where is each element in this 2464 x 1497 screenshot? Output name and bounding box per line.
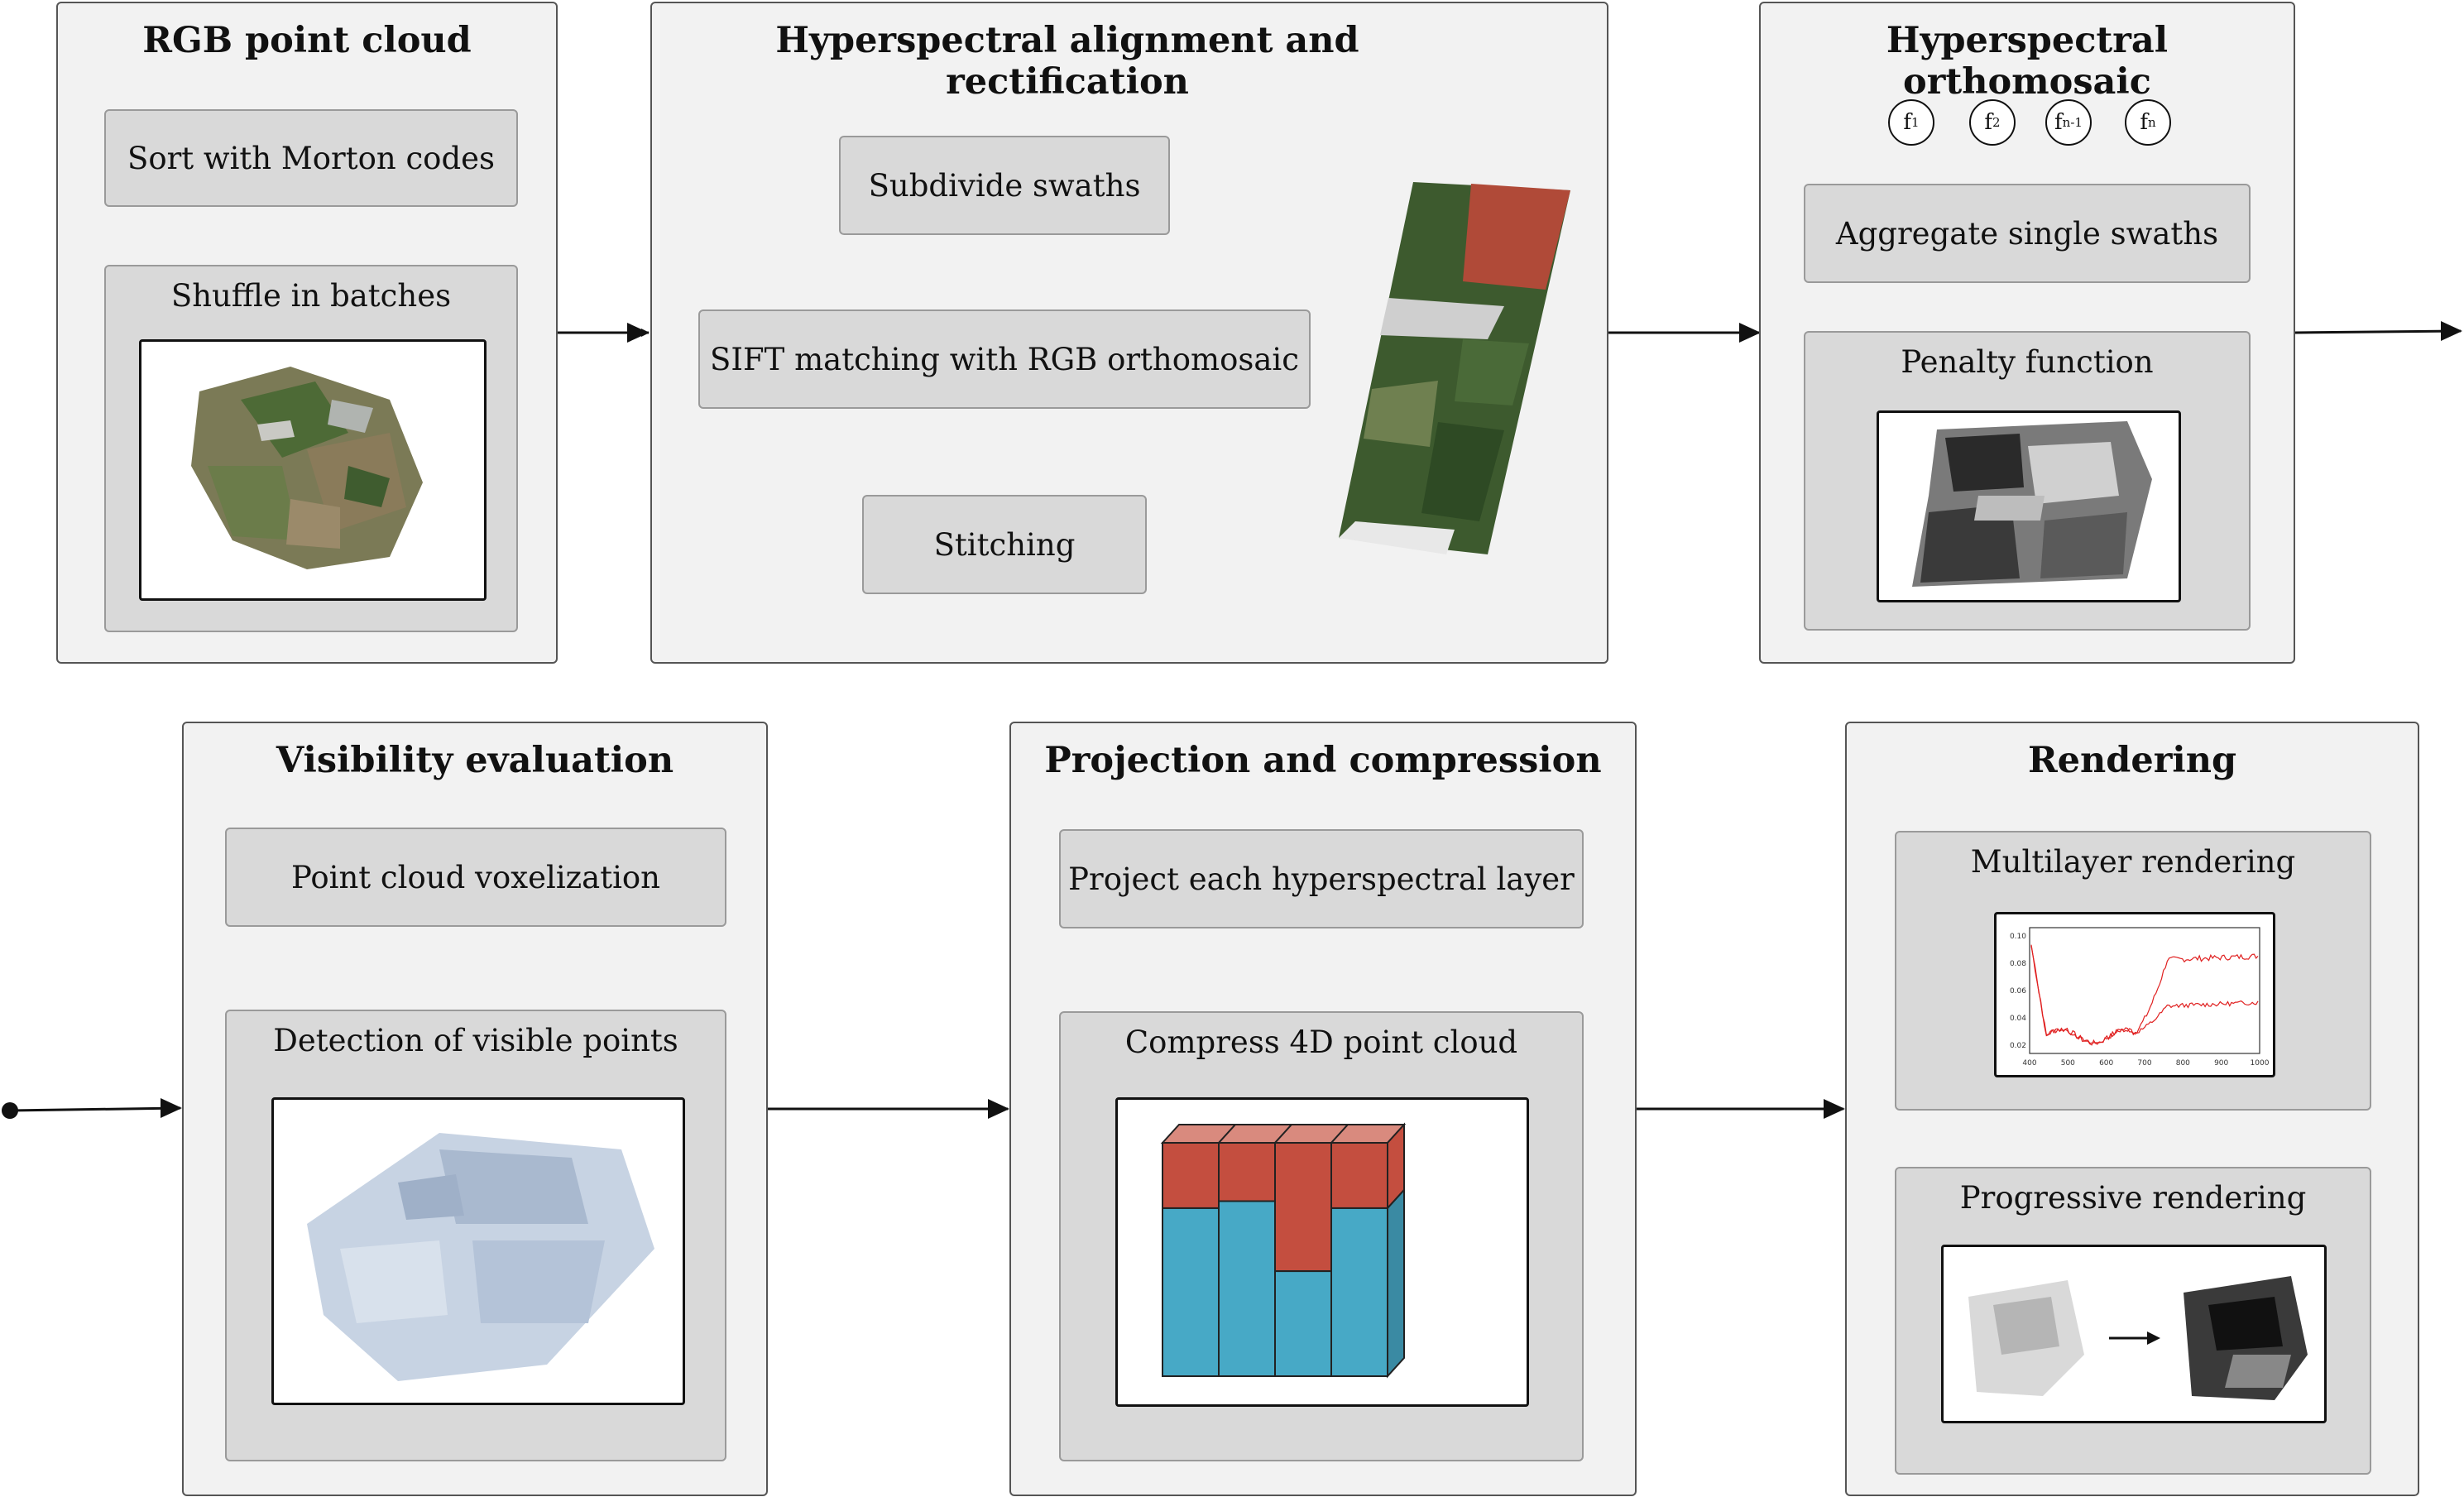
spectrum-line xyxy=(2030,945,2259,1046)
plot-frame xyxy=(2029,927,2260,1054)
spectral-plot: 400 500 600 700 800 900 1000 0.10 0.08 0.06 0.04 0.… xyxy=(2010,927,2270,1068)
step-multilayer-rendering: Multilayer rendering 400 500 600 700 800 900 1… xyxy=(1895,831,2371,1111)
compression-thumbnail xyxy=(1115,1097,1529,1407)
arrow-in-visibility xyxy=(9,1106,181,1112)
panel-title: Hyperspectral alignment and rectificatio… xyxy=(775,20,1359,103)
step-progressive-rendering: Progressive rendering xyxy=(1895,1167,2371,1475)
step-point-cloud-voxelization: Point cloud voxelization xyxy=(225,828,726,927)
bar-bottom-segment xyxy=(1274,1270,1332,1378)
step-subdivide-swaths: Subdivide swaths xyxy=(839,136,1170,235)
step-compress-4d: Compress 4D point cloud xyxy=(1059,1011,1584,1461)
node-base: f xyxy=(1903,110,1912,135)
x-tick-label: 900 xyxy=(2214,1059,2228,1068)
panel-rgb-point-cloud: RGB point cloud Sort with Morton codes S… xyxy=(56,2,558,664)
spectrum-line xyxy=(2030,944,2259,1044)
bar-bottom-segment xyxy=(1330,1207,1388,1377)
x-tick-label: 1000 xyxy=(2251,1059,2270,1068)
y-tick-label: 0.06 xyxy=(2010,987,2026,996)
step-detection-visible-points: Detection of visible points xyxy=(225,1010,726,1461)
step-penalty-function: Penalty function xyxy=(1804,331,2251,631)
node-sub: n-1 xyxy=(2062,115,2083,130)
x-tick-label: 400 xyxy=(2022,1059,2036,1068)
progressive-render-image xyxy=(1968,1276,2308,1400)
arrow-ortho-out xyxy=(2294,329,2462,334)
step-label: Penalty function xyxy=(1901,344,2154,380)
node-sub: n xyxy=(2147,115,2156,130)
panel-projection-compression: Projection and compression Project each … xyxy=(1009,722,1637,1496)
rgb-point-cloud-thumbnail xyxy=(139,339,487,601)
hyperspectral-swath-image xyxy=(1339,182,1570,554)
step-sort-morton: Sort with Morton codes xyxy=(104,109,518,207)
panel-hyperspectral-alignment: Hyperspectral alignment and rectificatio… xyxy=(650,2,1608,664)
arrowhead xyxy=(161,1098,182,1118)
panel-title: Hyperspectral orthomosaic xyxy=(1886,20,2169,103)
voxel-point-cloud-image xyxy=(307,1133,654,1381)
step-label: Shuffle in batches xyxy=(170,278,452,314)
node-base: f xyxy=(2140,110,2148,135)
y-tick-label: 0.04 xyxy=(2010,1015,2026,1023)
panel-title: Rendering xyxy=(2027,740,2237,781)
rgb-pointcloud-image xyxy=(191,367,423,569)
bar-top-segment xyxy=(1330,1142,1388,1209)
compression-bars-graphic xyxy=(1160,1122,1407,1379)
step-project-layers: Project each hyperspectral layer xyxy=(1059,829,1584,928)
step-label: Compress 4D point cloud xyxy=(1124,1024,1518,1060)
x-tick-label: 800 xyxy=(2176,1059,2190,1068)
bar-top-segment xyxy=(1274,1142,1332,1273)
step-shuffle-batches: Shuffle in batches xyxy=(104,265,518,632)
node-sub: 1 xyxy=(1911,115,1920,130)
step-label: Multilayer rendering xyxy=(1970,844,2296,880)
bar-bottom-segment xyxy=(1218,1200,1276,1377)
spectral-plot-thumbnail: 400 500 600 700 800 900 1000 0.10 0.08 0.06 0.04 0.… xyxy=(1994,912,2275,1077)
step-label: Progressive rendering xyxy=(1959,1180,2307,1216)
node-base: f xyxy=(1984,110,1993,135)
x-tick-label: 500 xyxy=(2061,1059,2075,1068)
band-node-fn-1: f n-1 xyxy=(2045,99,2092,146)
panel-visibility-evaluation: Visibility evaluation Point cloud voxeli… xyxy=(182,722,768,1496)
node-sub: 2 xyxy=(1992,115,2001,130)
arrowhead xyxy=(1739,323,1761,343)
step-sift-matching: SIFT matching with RGB orthomosaic xyxy=(698,309,1311,409)
step-aggregate-swaths: Aggregate single swaths xyxy=(1804,184,2251,283)
bar-side-bottom xyxy=(1387,1188,1405,1379)
progressive-thumbnail xyxy=(1941,1245,2327,1423)
y-tick-label: 0.02 xyxy=(2010,1042,2026,1050)
bar-top-segment xyxy=(1162,1142,1220,1209)
visibility-thumbnail xyxy=(271,1097,685,1405)
bar-bottom-segment xyxy=(1162,1207,1220,1377)
arrowhead xyxy=(627,323,649,343)
y-tick-label: 0.08 xyxy=(2010,960,2026,968)
penalty-thumbnail xyxy=(1877,410,2181,602)
start-dot xyxy=(2,1102,18,1119)
arrowhead xyxy=(2441,321,2462,341)
step-label: Detection of visible points xyxy=(273,1023,678,1058)
panel-title: Visibility evaluation xyxy=(276,740,674,781)
arrowhead xyxy=(988,1099,1009,1119)
panel-rendering: Rendering Multilayer rendering 400 500 600… xyxy=(1845,722,2419,1496)
y-tick-label: 0.10 xyxy=(2010,933,2026,941)
step-stitching: Stitching xyxy=(862,495,1147,594)
bar-top-segment xyxy=(1218,1142,1276,1202)
penalty-grayscale-image xyxy=(1912,421,2152,587)
arrowhead xyxy=(1824,1099,1845,1119)
x-tick-label: 600 xyxy=(2099,1059,2113,1068)
panel-title: Projection and compression xyxy=(1044,740,1602,781)
panel-title: RGB point cloud xyxy=(142,20,472,61)
node-base: f xyxy=(2054,110,2063,135)
x-tick-label: 700 xyxy=(2137,1059,2151,1068)
